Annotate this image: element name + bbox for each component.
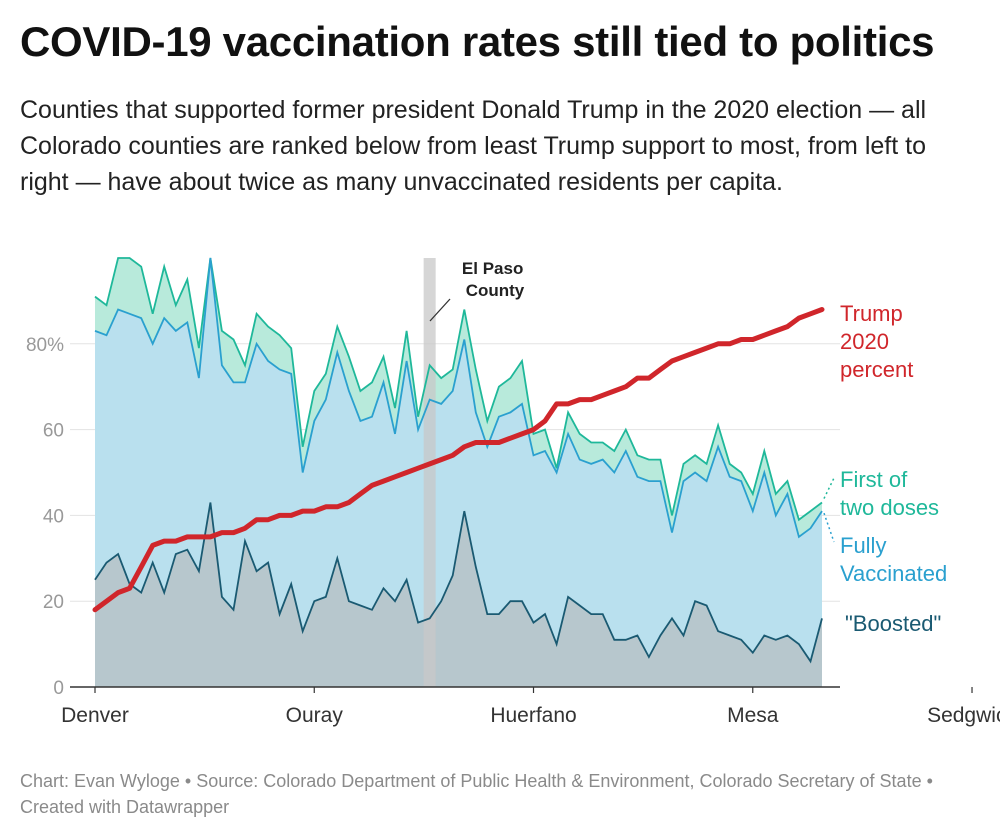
y-tick-label: 20 xyxy=(43,592,64,613)
trump-series-label: Trump 2020 percent xyxy=(840,301,913,382)
chart-title: COVID-19 vaccination rates still tied to… xyxy=(20,18,935,65)
vaccination-chart: 0 20 40 60 80% Denver Ouray Huerfano Mesa Sedgwi… xyxy=(26,257,1000,727)
y-tick-label: 60 xyxy=(43,421,64,442)
series-labels: Trump 2020 percent First of two doses Fully Va… xyxy=(823,301,947,636)
el-paso-label-line2: County xyxy=(466,281,525,300)
y-tick-label: 0 xyxy=(53,678,64,699)
first-dose-line xyxy=(94,257,823,522)
el-paso-label-line1: El Paso xyxy=(462,259,523,278)
el-paso-annotation: El Paso County xyxy=(429,259,528,322)
line-series xyxy=(92,257,825,664)
y-tick-label: 80% xyxy=(26,335,64,356)
chart-footer: Chart: Evan Wyloge • Source: Colorado De… xyxy=(20,771,933,817)
first-dose-series-label: First of two doses xyxy=(840,467,939,520)
boosted-series-label: "Boosted" xyxy=(845,611,941,636)
x-tick-label: Ouray xyxy=(286,704,344,727)
trump-2020-line xyxy=(92,307,825,613)
fully-vaccinated-area xyxy=(95,258,822,687)
x-axis-ticks: Denver Ouray Huerfano Mesa Sedgwick xyxy=(61,687,1000,727)
x-tick-label: Sedgwick xyxy=(927,704,1000,727)
y-axis-ticks: 0 20 40 60 80% xyxy=(26,335,64,699)
chart-subtitle: Counties that supported former president… xyxy=(20,96,927,196)
fully-vaccinated-leader xyxy=(823,512,835,543)
x-tick-label: Huerfano xyxy=(490,704,576,727)
first-dose-band xyxy=(95,258,822,537)
first-dose-leader xyxy=(823,477,835,499)
x-tick-label: Denver xyxy=(61,704,129,727)
el-paso-highlight-band xyxy=(423,258,436,687)
y-tick-label: 40 xyxy=(43,506,64,527)
fully-vaccinated-line xyxy=(94,257,823,539)
boosted-line xyxy=(94,502,823,664)
el-paso-label: El Paso County xyxy=(462,259,528,300)
x-tick-label: Mesa xyxy=(727,704,779,727)
el-paso-leader-line xyxy=(429,298,451,322)
fully-vaccinated-series-label: Fully Vaccinated xyxy=(840,533,947,586)
